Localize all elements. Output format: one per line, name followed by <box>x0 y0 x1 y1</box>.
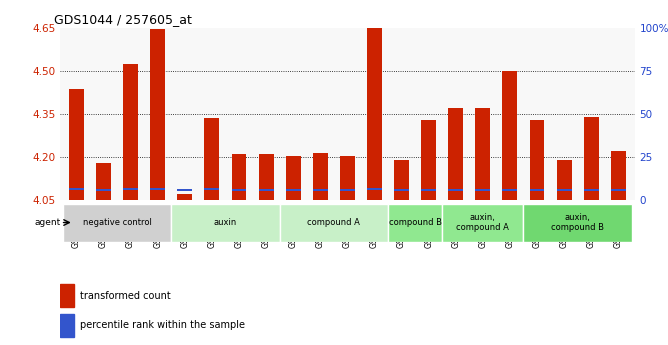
Bar <box>448 189 463 191</box>
Bar <box>171 204 280 241</box>
Bar <box>69 188 84 190</box>
Text: GDS1044 / 257605_at: GDS1044 / 257605_at <box>54 13 192 27</box>
Bar <box>259 189 273 191</box>
Bar <box>367 28 382 200</box>
Bar <box>394 160 409 200</box>
Bar <box>150 29 165 200</box>
Bar <box>422 120 436 200</box>
Bar <box>448 108 463 200</box>
Bar <box>60 314 75 337</box>
Bar <box>530 120 544 200</box>
Bar <box>69 89 84 200</box>
Bar <box>340 189 355 191</box>
Bar <box>150 188 165 190</box>
Text: agent: agent <box>35 218 61 227</box>
Bar <box>367 188 382 190</box>
Bar <box>611 151 626 200</box>
Bar <box>584 117 599 200</box>
Bar <box>422 189 436 191</box>
Bar <box>442 204 524 241</box>
Bar <box>502 189 518 191</box>
Bar <box>584 189 599 191</box>
Text: auxin,
compound B: auxin, compound B <box>551 213 604 232</box>
Bar <box>232 154 246 200</box>
Bar <box>96 189 111 191</box>
Bar <box>286 156 301 200</box>
Bar <box>611 189 626 191</box>
Bar <box>60 284 75 307</box>
Text: compound A: compound A <box>307 218 360 227</box>
Text: negative control: negative control <box>83 218 152 227</box>
Bar <box>280 204 388 241</box>
Bar <box>204 118 219 200</box>
Text: auxin: auxin <box>214 218 237 227</box>
Text: auxin,
compound A: auxin, compound A <box>456 213 509 232</box>
Bar <box>177 194 192 200</box>
Bar <box>524 204 632 241</box>
Bar <box>388 204 442 241</box>
Text: compound B: compound B <box>389 218 442 227</box>
Bar <box>123 63 138 200</box>
Text: percentile rank within the sample: percentile rank within the sample <box>80 321 245 331</box>
Bar <box>259 154 273 200</box>
Bar <box>204 188 219 190</box>
Bar <box>232 189 246 191</box>
Bar <box>177 189 192 191</box>
Bar <box>476 189 490 190</box>
Bar <box>313 152 328 200</box>
Bar <box>96 163 111 200</box>
Bar <box>556 160 572 200</box>
Text: transformed count: transformed count <box>80 290 171 300</box>
Bar <box>286 189 301 191</box>
Bar <box>476 108 490 200</box>
Bar <box>123 188 138 190</box>
Bar <box>502 71 518 200</box>
Bar <box>313 189 328 190</box>
Bar <box>63 204 171 241</box>
Bar <box>340 156 355 200</box>
Bar <box>556 189 572 191</box>
Bar <box>394 189 409 191</box>
Bar <box>530 189 544 191</box>
